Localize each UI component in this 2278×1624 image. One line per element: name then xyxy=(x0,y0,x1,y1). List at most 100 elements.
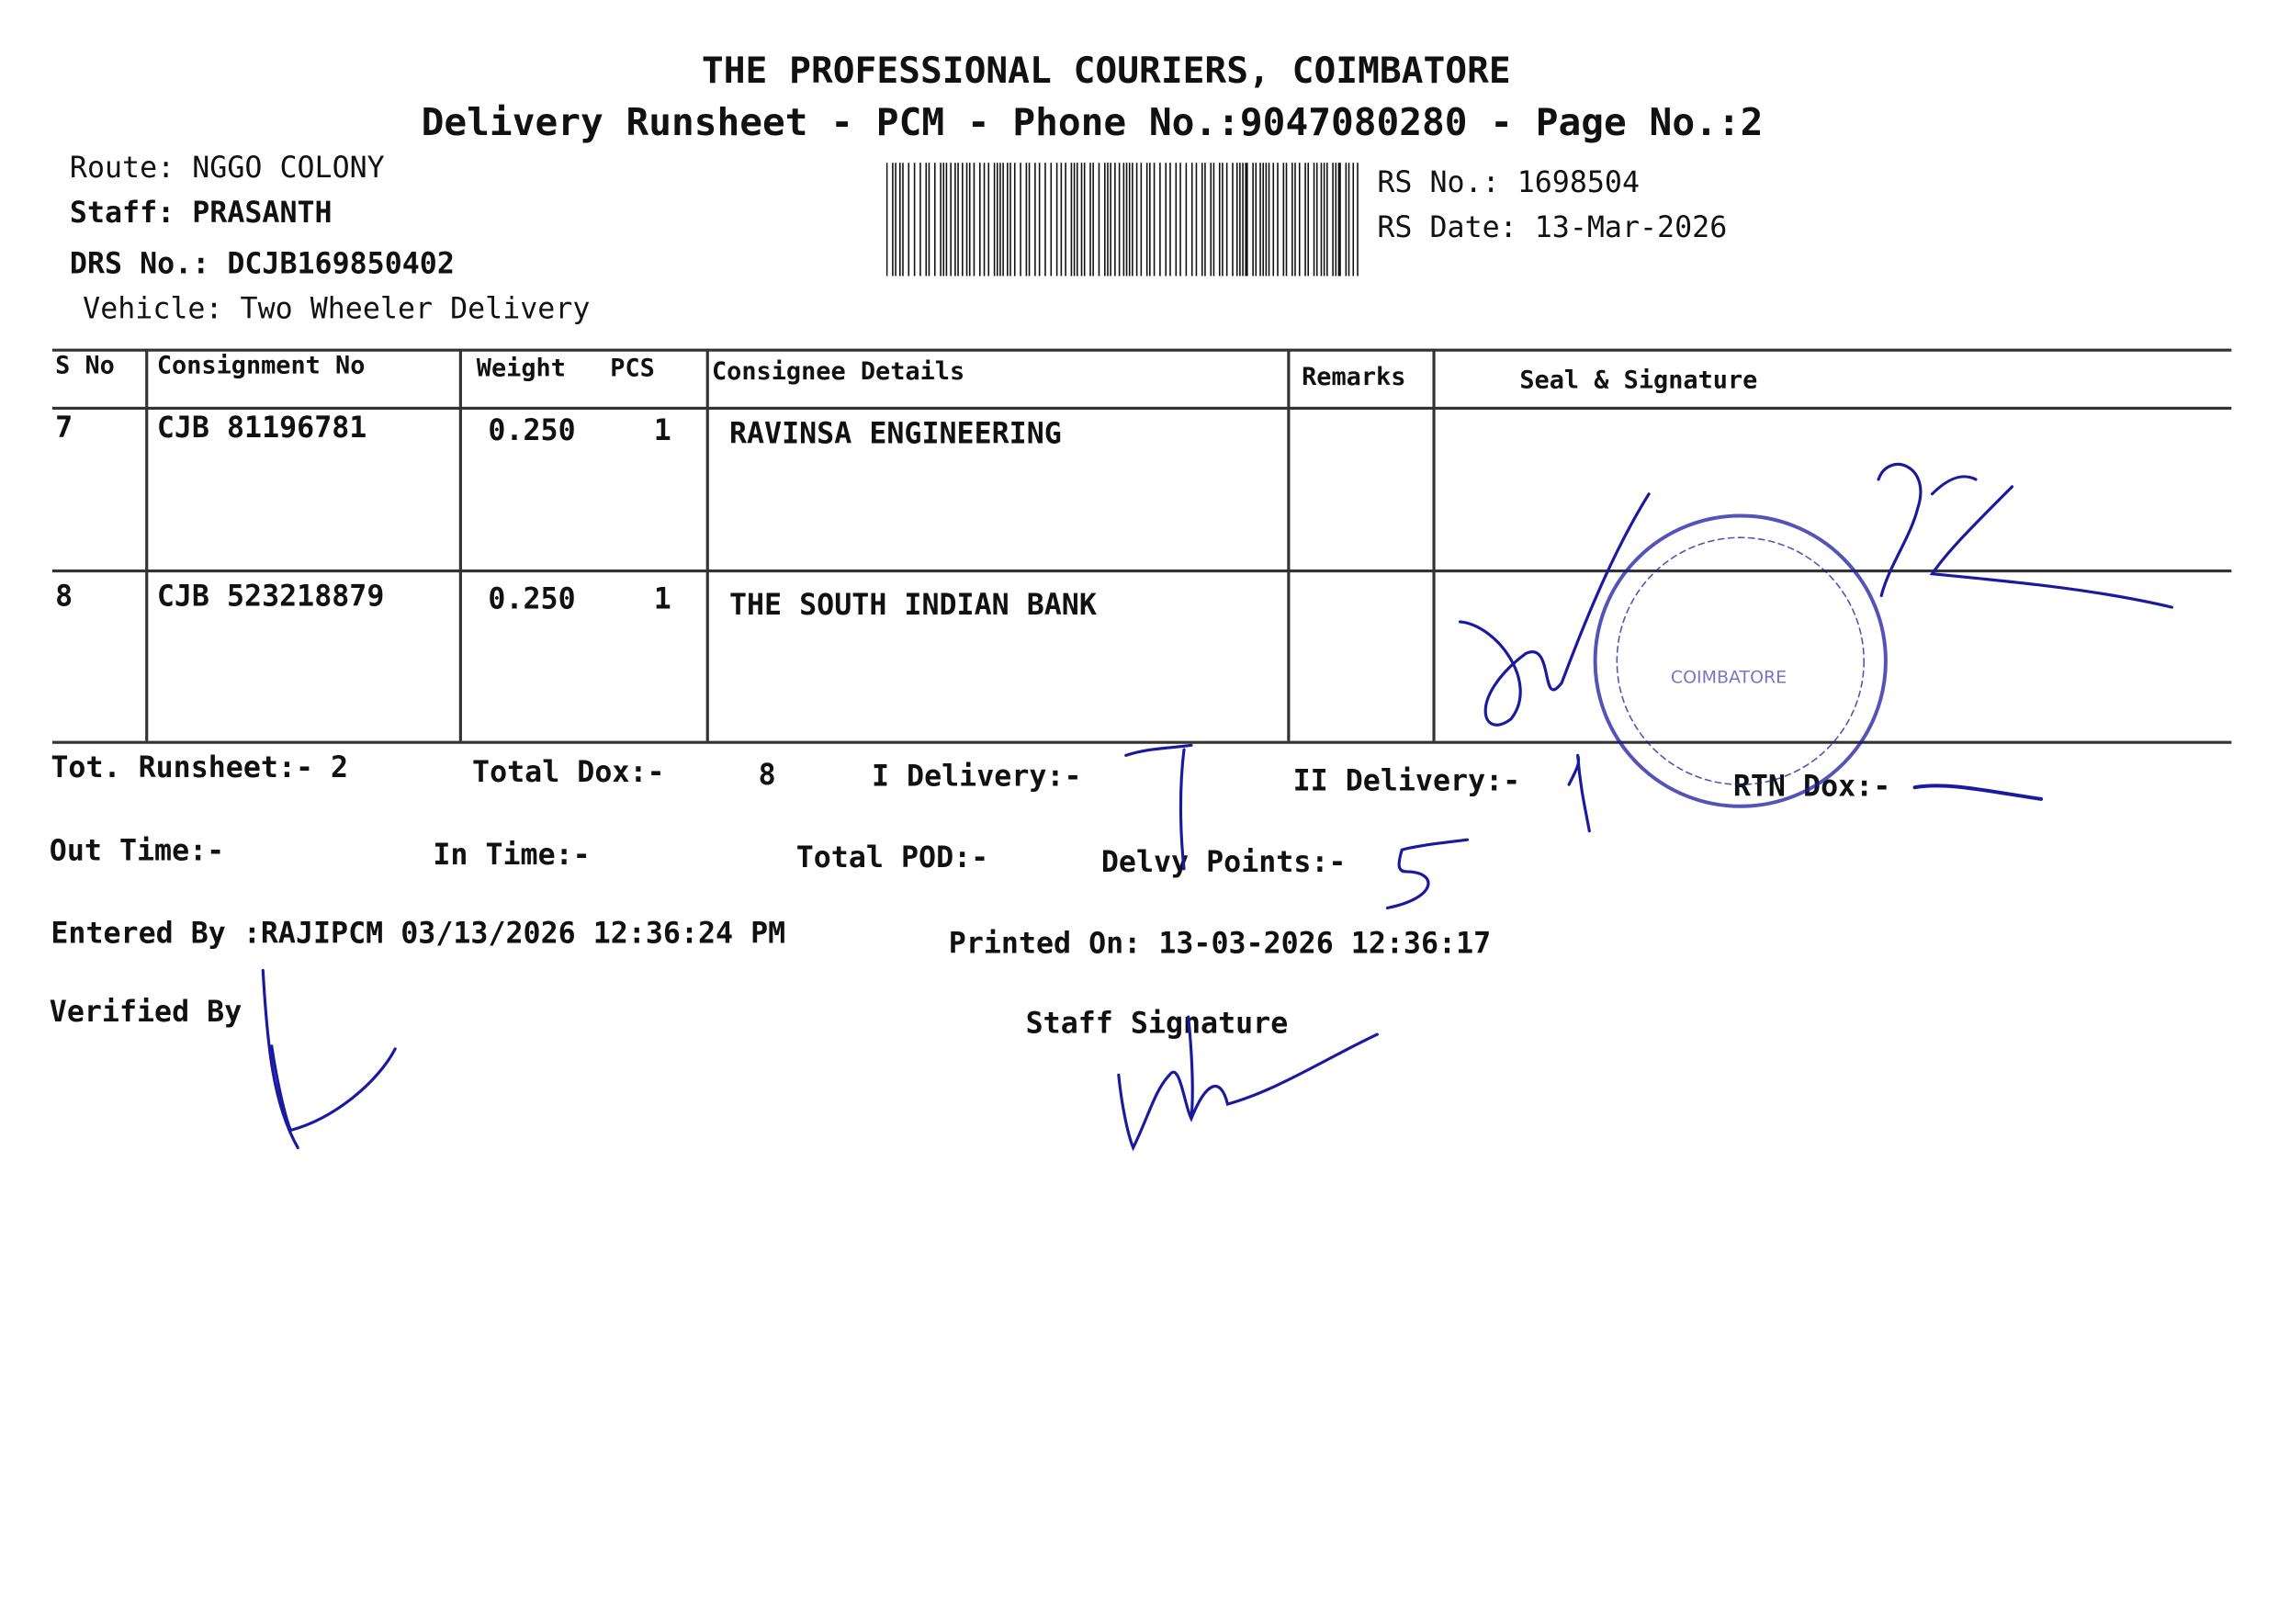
barcode-bar xyxy=(925,163,928,276)
barcode-bar xyxy=(1107,163,1109,276)
barcode-bar xyxy=(950,163,952,276)
barcode-bar xyxy=(1179,163,1181,276)
i-delivery: I Delivery:- xyxy=(871,758,1082,794)
row-pcs: 1 xyxy=(653,412,671,448)
barcode-bar xyxy=(1232,163,1234,276)
signature-dk xyxy=(1877,462,2174,609)
barcode-bar xyxy=(1125,163,1128,276)
barcode-bar xyxy=(895,163,897,276)
barcode-bar xyxy=(1083,163,1086,276)
header-sno: S No xyxy=(55,351,115,381)
signature-scribble xyxy=(1458,492,1651,727)
tot-runsheet: Tot. Runsheet:- 2 xyxy=(51,750,349,785)
barcode-bar xyxy=(1050,163,1053,276)
header-weight: Weight xyxy=(476,354,566,384)
barcode-bar xyxy=(1007,163,1009,276)
barcode-bar xyxy=(999,163,1001,276)
barcode-bar xyxy=(933,163,936,276)
barcode-bar xyxy=(1009,163,1011,276)
barcode-bar xyxy=(1265,163,1268,276)
barcode-bar xyxy=(1073,163,1076,276)
barcode-bar xyxy=(1140,163,1143,276)
barcode-bar xyxy=(1304,163,1306,276)
barcode-bar xyxy=(1285,163,1288,276)
barcode-bar xyxy=(1291,163,1293,276)
barcode-bar xyxy=(913,163,916,276)
barcode-bar xyxy=(1277,163,1279,276)
entered-by: Entered By :RAJIPCM 03/13/2026 12:36:24 … xyxy=(51,915,786,951)
barcode-bar xyxy=(942,163,945,276)
route: Route: NGGO COLONY xyxy=(69,149,385,185)
total-pod: Total POD:- xyxy=(795,840,989,875)
barcode-bar xyxy=(1013,163,1016,276)
in-time: In Time:- xyxy=(433,837,591,872)
barcode-bar xyxy=(1175,163,1178,276)
row-weight: 0.250 xyxy=(488,412,576,448)
barcode-bar xyxy=(892,163,894,276)
total-dox-value: 8 xyxy=(758,757,776,792)
header-pcs: PCS xyxy=(610,354,655,384)
barcode-bar xyxy=(1307,163,1310,276)
barcode-bar xyxy=(983,163,986,276)
rs-number: RS No.: 1698504 xyxy=(1377,164,1641,199)
barcode-bar xyxy=(1065,163,1066,276)
barcode-bar xyxy=(1110,163,1111,276)
barcode-bar xyxy=(1076,163,1078,276)
barcode-bar xyxy=(1239,163,1241,276)
barcode-bar xyxy=(1038,163,1041,276)
row-consignee: RAVINSA ENGINEERING xyxy=(728,415,1062,451)
barcode-bar xyxy=(1034,163,1036,276)
barcode-bar xyxy=(1252,163,1254,276)
barcode-bar xyxy=(1222,163,1224,276)
barcode-bar xyxy=(1268,163,1270,276)
barcode-bar xyxy=(1242,163,1244,276)
col-divider xyxy=(1432,348,1435,741)
row-consignment: CJB 523218879 xyxy=(156,578,385,614)
barcode-bar xyxy=(1118,163,1121,276)
header-seal-signature: Seal & Signature xyxy=(1519,366,1758,396)
barcode-bar xyxy=(1185,163,1188,276)
row-pcs: 1 xyxy=(653,581,671,616)
col-divider xyxy=(145,348,148,741)
barcode-bar xyxy=(1235,163,1238,276)
barcode-bar xyxy=(928,163,930,276)
barcode-bar xyxy=(1332,163,1334,276)
barcode-bar xyxy=(1348,163,1350,276)
barcode-bar xyxy=(1060,163,1063,276)
barcode-bar xyxy=(1002,163,1004,276)
barcode-bar xyxy=(1028,163,1031,276)
company-title: THE PROFESSIONAL COURIERS, COIMBATORE xyxy=(701,49,1511,92)
barcode-bar xyxy=(1352,163,1355,276)
barcode-bar xyxy=(1204,163,1206,276)
row-consignment: CJB 81196781 xyxy=(156,410,367,445)
row-divider xyxy=(51,569,2232,572)
drs-number: DRS No.: DCJB169850402 xyxy=(69,245,455,281)
row-consignee: THE SOUTH INDIAN BANK xyxy=(728,586,1097,622)
header-consignee: Consignee Details xyxy=(711,357,965,387)
barcode-bar xyxy=(1201,163,1203,276)
barcode-bar xyxy=(1165,163,1167,276)
barcode-bar xyxy=(919,163,921,276)
barcode-bar xyxy=(1092,163,1094,276)
barcode-bar xyxy=(1055,163,1058,276)
barcode-bar xyxy=(965,163,968,276)
barcode-bar xyxy=(1357,163,1359,276)
barcode-bar xyxy=(968,163,971,276)
barcode-bar xyxy=(885,163,888,276)
barcode-bar xyxy=(957,163,959,276)
barcode-bar xyxy=(993,163,996,276)
table-bottom-line xyxy=(51,740,2232,743)
staff: Staff: PRASANTH xyxy=(69,194,333,230)
barcode-bar xyxy=(1044,163,1046,276)
header-consignment: Consignment No xyxy=(156,351,366,381)
rtn-dox: RTN Dox:- xyxy=(1732,768,1891,804)
col-divider xyxy=(458,348,462,741)
barcode-bar xyxy=(1020,163,1021,276)
barcode-bar xyxy=(973,163,975,276)
barcode-bar xyxy=(1326,163,1328,276)
barcode-bar xyxy=(1153,163,1156,276)
barcode-bar xyxy=(1098,163,1100,276)
stamp-text: COIMBATORE xyxy=(1671,667,1787,687)
barcode-bar xyxy=(1272,163,1275,276)
